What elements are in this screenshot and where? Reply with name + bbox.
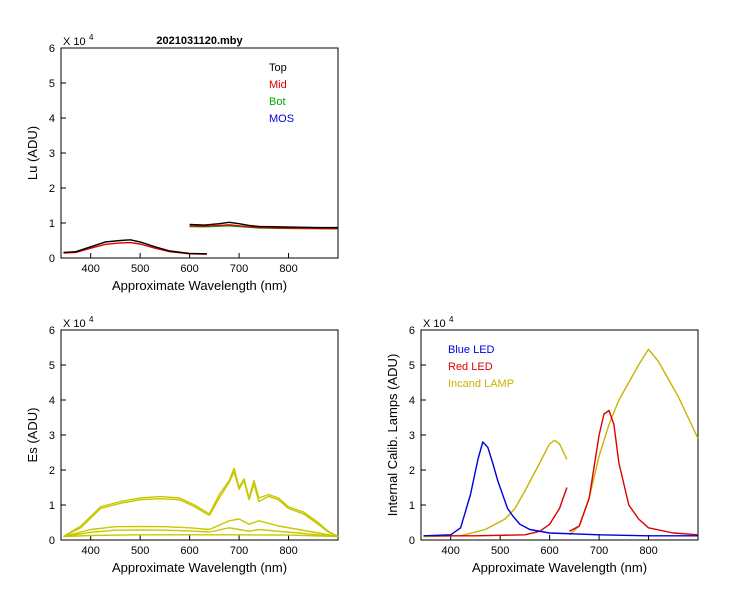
chart-title: 2021031120.mby <box>156 35 243 47</box>
x-tick-label: 800 <box>279 545 297 557</box>
y-tick-label: 2 <box>49 465 55 477</box>
y-tick-label: 6 <box>409 325 415 337</box>
legend-entry: Mid <box>269 79 287 91</box>
series-line-es-scan-2 <box>63 498 210 538</box>
x-tick-label: 600 <box>180 545 198 557</box>
series-line-blue-led <box>423 441 698 537</box>
y-multiplier-label: X 10 <box>423 318 446 330</box>
y-multiplier-exponent: 4 <box>89 33 94 42</box>
y-tick-label: 3 <box>49 430 55 442</box>
y-tick-label: 4 <box>49 395 55 407</box>
y-tick-label: 4 <box>409 395 415 407</box>
y-tick-label: 6 <box>49 325 55 337</box>
y-axis-label: Internal Calib. Lamps (ADU) <box>385 354 400 517</box>
series-line-es-scan-4 <box>63 529 210 538</box>
legend-entry: Red LED <box>448 361 493 373</box>
x-tick-label: 500 <box>131 545 149 557</box>
series-line-incand-lamp <box>568 348 699 536</box>
x-tick-label: 700 <box>590 545 608 557</box>
legend-entry: MOS <box>269 113 294 125</box>
x-tick-label: 400 <box>441 545 459 557</box>
y-tick-label: 0 <box>409 535 415 547</box>
x-tick-label: 700 <box>230 545 248 557</box>
y-multiplier-exponent: 4 <box>89 315 94 324</box>
y-tick-label: 2 <box>409 465 415 477</box>
legend-entry: Top <box>269 62 287 74</box>
y-tick-label: 1 <box>49 218 55 230</box>
x-tick-label: 800 <box>639 545 657 557</box>
legend-entry: Bot <box>269 96 286 108</box>
y-tick-label: 5 <box>49 78 55 90</box>
series-line-es-scan-5 <box>63 534 339 538</box>
y-tick-label: 5 <box>409 360 415 372</box>
y-tick-label: 0 <box>49 253 55 265</box>
series-line-es-scan-4 <box>209 527 339 538</box>
y-multiplier-exponent: 4 <box>449 315 454 324</box>
y-multiplier-label: X 10 <box>63 36 86 48</box>
x-tick-label: 400 <box>81 545 99 557</box>
series-line-mid <box>189 224 338 230</box>
x-tick-label: 800 <box>279 263 297 275</box>
legend-entry: Blue LED <box>448 344 495 356</box>
y-tick-label: 3 <box>409 430 415 442</box>
series-line-es-scan-3 <box>63 525 210 538</box>
x-axis-label: Approximate Wavelength (nm) <box>472 560 647 575</box>
y-tick-label: 4 <box>49 113 55 125</box>
x-tick-label: 500 <box>131 263 149 275</box>
y-tick-label: 3 <box>49 148 55 160</box>
series-line-es-scan-2 <box>208 471 339 538</box>
x-tick-label: 700 <box>230 263 248 275</box>
legend-entry: Incand LAMP <box>448 378 514 390</box>
y-tick-label: 2 <box>49 183 55 195</box>
series-line-red-led <box>569 409 699 536</box>
x-tick-label: 600 <box>180 263 198 275</box>
x-tick-label: 600 <box>540 545 558 557</box>
x-tick-label: 400 <box>81 263 99 275</box>
y-tick-label: 6 <box>49 43 55 55</box>
series-line-es-scan-1 <box>63 495 210 538</box>
x-axis-label: Approximate Wavelength (nm) <box>112 278 287 293</box>
series-line-top <box>189 221 338 229</box>
y-tick-label: 1 <box>409 500 415 512</box>
series-line-top <box>63 239 207 255</box>
series-line-incand-lamp <box>423 439 568 538</box>
y-axis-label: Es (ADU) <box>25 408 40 463</box>
series-line-red-led <box>423 487 568 537</box>
y-tick-label: 5 <box>49 360 55 372</box>
x-tick-label: 500 <box>491 545 509 557</box>
y-tick-label: 1 <box>49 500 55 512</box>
y-tick-label: 0 <box>49 535 55 547</box>
y-multiplier-label: X 10 <box>63 318 86 330</box>
y-axis-label: Lu (ADU) <box>25 126 40 180</box>
series-line-es-scan-1 <box>208 467 339 538</box>
series-line-es-scan-3 <box>209 518 339 538</box>
x-axis-label: Approximate Wavelength (nm) <box>112 560 287 575</box>
